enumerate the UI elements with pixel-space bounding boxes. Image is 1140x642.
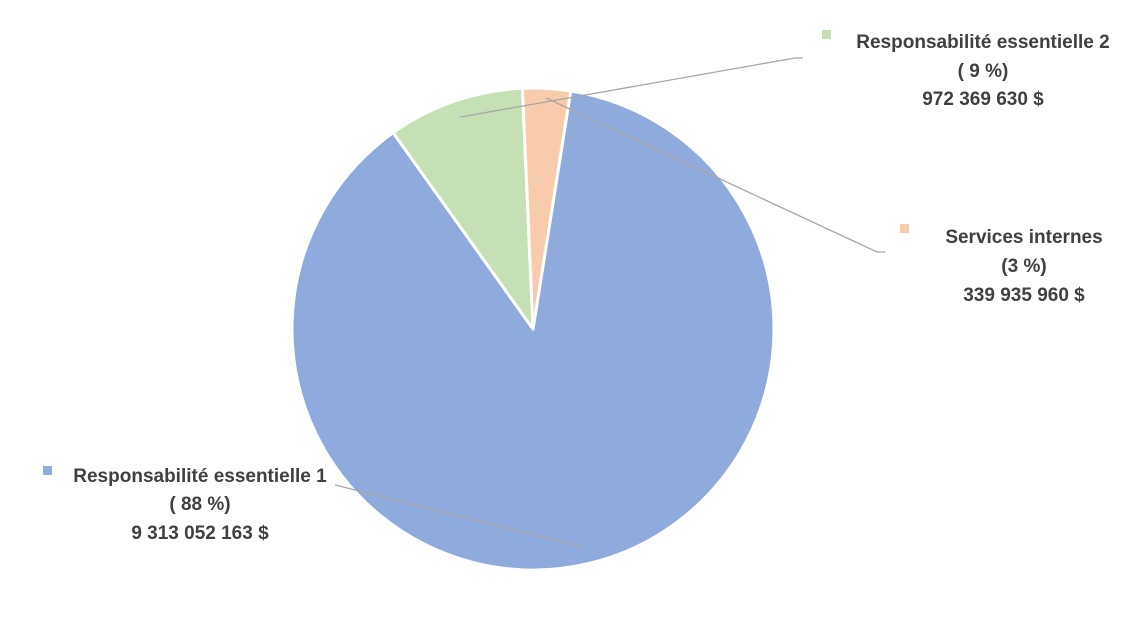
slice-label-re1: Responsabilité essentielle 1 ( 88 %) 9 3… [43,466,327,544]
leader-line-si [545,97,885,253]
slice-percent-label-si: (3 %) [1001,256,1046,277]
slices-layer [290,86,776,572]
slice-label-re2: Responsabilité essentielle 2 ( 9 %) 972 … [822,30,1110,110]
pie-slice-re2 [391,86,535,331]
slice-percent-label-re1: ( 88 %) [169,494,230,515]
slice-name-label-re1: Responsabilité essentielle 1 [73,466,327,487]
slice-label-si: Services internes (3 %) 339 935 960 $ [900,224,1103,306]
legend-marker-re2 [822,30,831,39]
slice-percent-label-re2: ( 9 %) [958,61,1009,82]
legend-marker-si [900,224,909,233]
leader-line-re2 [459,57,803,118]
legend-marker-re1 [43,466,52,475]
slice-name-label-re2: Responsabilité essentielle 2 [856,32,1109,53]
slice-amount-label-re1: 9 313 052 163 $ [131,523,269,544]
slice-amount-label-si: 339 935 960 $ [963,285,1085,306]
slice-amount-label-re2: 972 369 630 $ [922,89,1044,110]
pie-slice-si [520,86,573,331]
slice-name-label-si: Services internes [945,227,1102,248]
leader-lines-layer [334,57,885,548]
leader-line-re1 [334,484,585,548]
